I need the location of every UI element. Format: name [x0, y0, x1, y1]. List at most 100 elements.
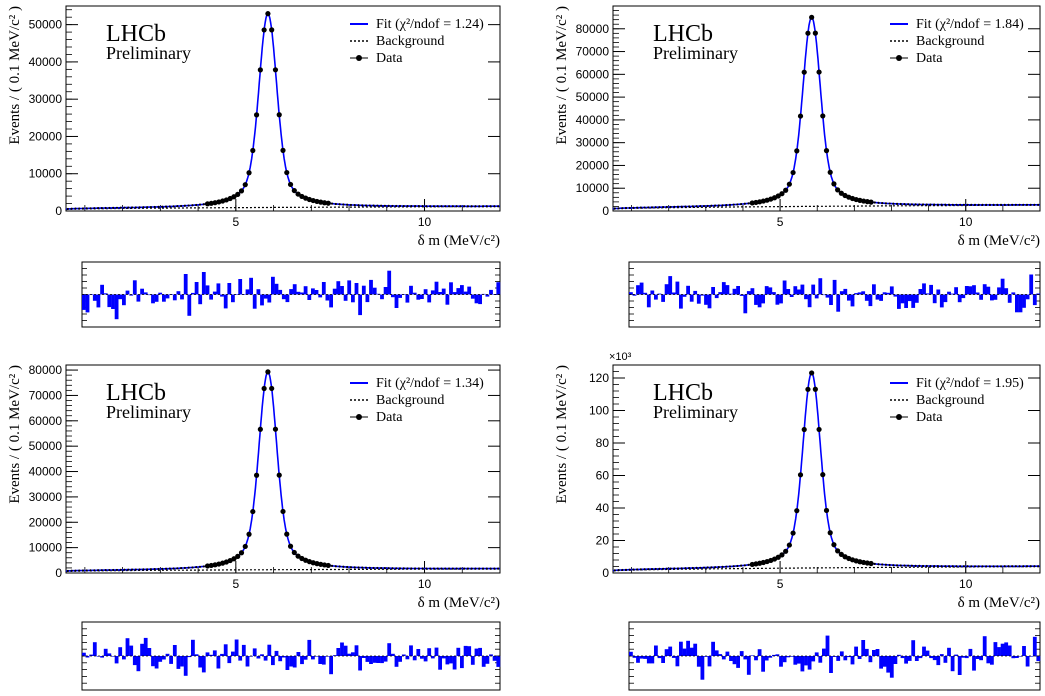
data-point	[959, 565, 962, 568]
pull-bar	[822, 648, 826, 656]
data-point	[172, 205, 175, 208]
pull-bar	[950, 293, 955, 295]
pull-bar	[365, 656, 370, 662]
data-point	[368, 566, 371, 569]
data-point	[728, 565, 732, 568]
data-point	[669, 205, 672, 209]
data-point	[291, 549, 297, 556]
data-point	[134, 568, 137, 571]
data-point	[643, 206, 646, 209]
pull-bar	[857, 656, 862, 659]
data-point	[161, 567, 164, 570]
data-point	[353, 203, 356, 207]
data-point	[895, 564, 899, 567]
data-point	[973, 203, 977, 206]
pull-bar	[804, 294, 808, 300]
data-point	[835, 187, 841, 193]
legend-background-label: Background	[916, 34, 984, 49]
data-point	[743, 202, 746, 205]
data-point	[1037, 565, 1040, 568]
data-point	[910, 203, 914, 206]
x-tick-label: 10	[959, 215, 973, 229]
pull-bar	[761, 294, 765, 304]
pull-bar	[768, 656, 773, 658]
data-point	[291, 187, 297, 194]
pull-bar	[1018, 656, 1023, 657]
data-point	[272, 67, 279, 73]
pull-bar	[289, 289, 293, 295]
pull-bar	[864, 648, 869, 656]
pull-bar	[122, 294, 126, 306]
data-point	[253, 472, 260, 478]
pull-bar	[285, 656, 290, 670]
data-point	[261, 385, 267, 392]
pull-bar	[194, 282, 199, 295]
pull-bar	[636, 656, 640, 663]
data-point	[613, 207, 616, 210]
pull-bar	[714, 650, 719, 656]
data-point	[907, 564, 910, 567]
pull-bar	[227, 283, 232, 295]
data-point	[775, 193, 781, 199]
data-point	[881, 202, 884, 205]
pull-bar	[775, 654, 780, 656]
data-point	[658, 206, 661, 209]
data-point	[265, 369, 271, 375]
pull-bar	[964, 286, 969, 295]
pull-bar	[140, 288, 144, 295]
data-point	[138, 568, 141, 571]
data-point	[108, 568, 111, 572]
data-point	[947, 565, 951, 568]
pull-bar	[260, 654, 264, 656]
data-point	[783, 187, 789, 193]
pull-bar	[452, 292, 457, 295]
data-point	[812, 30, 818, 36]
data-point	[699, 566, 702, 569]
pull-bar	[761, 656, 765, 672]
y-tick-label: 20000	[29, 129, 63, 143]
data-point	[406, 567, 409, 570]
pull-bar	[336, 281, 341, 295]
pull-bar	[296, 291, 301, 295]
pull-bar	[180, 294, 184, 300]
data-point	[413, 205, 417, 208]
data-point	[966, 203, 969, 206]
pull-bar	[957, 294, 962, 303]
pull-bar	[245, 289, 250, 295]
data-point	[447, 205, 451, 208]
data-point	[823, 148, 830, 154]
data-point	[636, 568, 639, 571]
data-point	[831, 542, 837, 548]
data-point	[417, 205, 420, 208]
data-point	[280, 147, 286, 153]
pull-bar	[278, 656, 283, 662]
pull-bar	[954, 287, 958, 295]
pull-bar	[797, 289, 801, 295]
pull-bar	[850, 656, 855, 665]
data-point	[877, 201, 880, 204]
pull-bar	[383, 287, 388, 295]
data-point	[929, 203, 932, 206]
pull-bar	[793, 656, 798, 665]
pull-bar	[136, 656, 141, 672]
pull-bar	[836, 656, 841, 661]
data-point	[929, 564, 932, 568]
data-point	[797, 113, 804, 119]
pull-bar	[249, 277, 253, 295]
data-point	[410, 204, 413, 208]
data-point	[999, 203, 1003, 206]
data-point	[338, 565, 341, 568]
data-point	[624, 206, 628, 210]
pull-bar	[300, 656, 304, 665]
data-point	[295, 191, 301, 197]
pull-bar	[201, 272, 206, 295]
legend-background-label: Background	[916, 393, 984, 408]
lhcb-watermark: LHCb	[653, 380, 713, 406]
data-point	[1018, 203, 1021, 206]
pull-bar	[932, 656, 937, 661]
data-point	[346, 203, 349, 206]
pull-bar	[281, 656, 286, 658]
pull-bar	[929, 284, 933, 295]
data-point	[380, 566, 383, 570]
data-point	[613, 569, 616, 572]
